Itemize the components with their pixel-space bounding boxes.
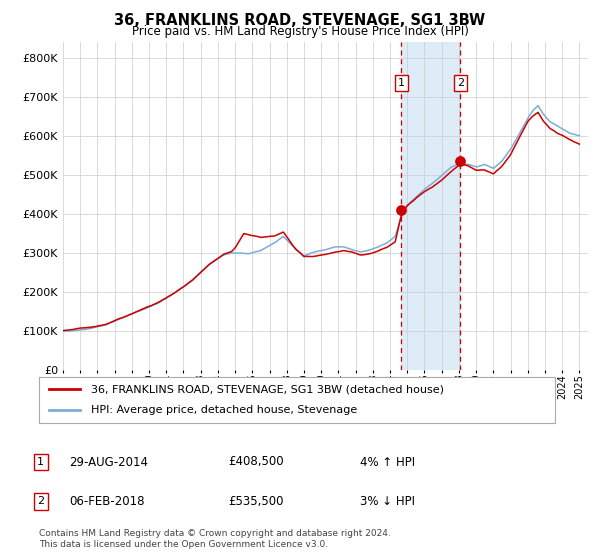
- Bar: [401, 42, 460, 370]
- Text: 2: 2: [37, 496, 44, 506]
- Text: Contains HM Land Registry data © Crown copyright and database right 2024.
This d: Contains HM Land Registry data © Crown c…: [39, 529, 391, 549]
- Point: [455, 156, 465, 165]
- Text: 2: 2: [457, 78, 464, 88]
- Text: £408,500: £408,500: [228, 455, 284, 469]
- Text: 36, FRANKLINS ROAD, STEVENAGE, SG1 3BW (detached house): 36, FRANKLINS ROAD, STEVENAGE, SG1 3BW (…: [91, 384, 443, 394]
- Text: £535,500: £535,500: [228, 494, 284, 508]
- Text: 1: 1: [37, 457, 44, 467]
- Point: [397, 206, 406, 215]
- Text: Price paid vs. HM Land Registry's House Price Index (HPI): Price paid vs. HM Land Registry's House …: [131, 25, 469, 38]
- Text: 1: 1: [398, 78, 405, 88]
- Text: 4% ↑ HPI: 4% ↑ HPI: [360, 455, 415, 469]
- Text: 06-FEB-2018: 06-FEB-2018: [69, 494, 145, 508]
- Text: 29-AUG-2014: 29-AUG-2014: [69, 455, 148, 469]
- Text: 36, FRANKLINS ROAD, STEVENAGE, SG1 3BW: 36, FRANKLINS ROAD, STEVENAGE, SG1 3BW: [115, 13, 485, 28]
- Text: HPI: Average price, detached house, Stevenage: HPI: Average price, detached house, Stev…: [91, 405, 357, 416]
- Text: 3% ↓ HPI: 3% ↓ HPI: [360, 494, 415, 508]
